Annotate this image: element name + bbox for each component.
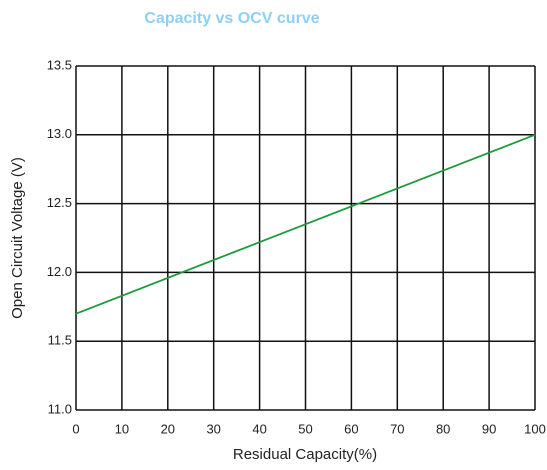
x-tick-label: 10 <box>115 421 129 436</box>
x-tick-label: 50 <box>298 421 312 436</box>
y-tick-label: 11.5 <box>48 333 72 348</box>
x-axis-label: Residual Capacity(%) <box>233 446 377 463</box>
x-tick-label: 0 <box>72 421 79 436</box>
x-tick-label: 60 <box>344 421 358 436</box>
y-tick-label: 12.5 <box>47 195 72 210</box>
x-tick-label: 90 <box>482 421 496 436</box>
y-tick-label: 12.0 <box>47 264 72 279</box>
x-tick-label: 100 <box>524 421 546 436</box>
y-tick-label: 13.0 <box>47 126 72 141</box>
y-tick-label: 11.0 <box>48 401 72 416</box>
y-axis-label: Open Circuit Voltage (V) <box>9 157 26 319</box>
x-tick-label: 30 <box>206 421 220 436</box>
x-tick-label: 70 <box>390 421 404 436</box>
x-tick-label: 40 <box>252 421 266 436</box>
line-series <box>75 133 536 315</box>
x-tick-label: 80 <box>436 421 450 436</box>
y-tick-label: 13.5 <box>47 57 72 72</box>
x-tick-label: 20 <box>161 421 175 436</box>
chart-title: Capacity vs OCV curve <box>144 10 319 27</box>
